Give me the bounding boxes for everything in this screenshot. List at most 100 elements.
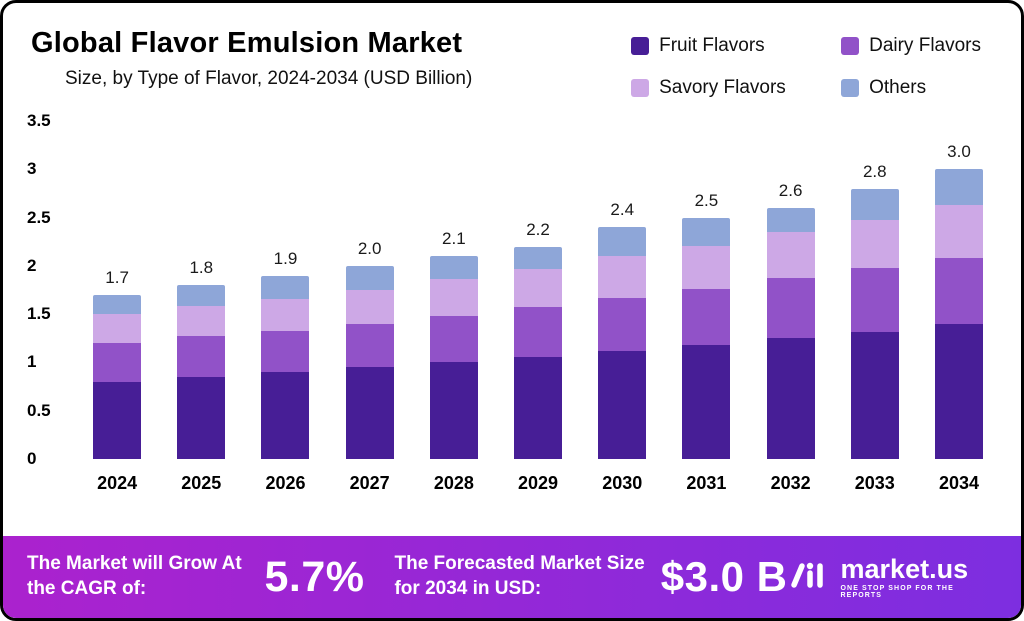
x-axis-label: 2031 bbox=[686, 473, 727, 493]
stacked-bar bbox=[93, 294, 142, 459]
bar-segment-fruit-flavors bbox=[429, 362, 478, 459]
bar-column: 1.9 bbox=[243, 121, 327, 459]
bar-total-label: 2.1 bbox=[442, 229, 466, 249]
stacked-bar bbox=[345, 265, 394, 459]
bar-segment-others bbox=[261, 275, 310, 299]
stacked-bar bbox=[934, 169, 983, 459]
bar-total-label: 2.0 bbox=[357, 238, 382, 258]
bar-segment-savory-flavors bbox=[429, 279, 478, 317]
bar-segment-dairy-flavors bbox=[850, 267, 899, 332]
bar-segment-dairy-flavors bbox=[766, 278, 815, 339]
bar-segment-dairy-flavors bbox=[261, 330, 310, 373]
bar-total-label: 2.8 bbox=[862, 161, 887, 181]
legend-item-dairy-flavors: Dairy Flavors bbox=[841, 35, 981, 57]
x-axis-label: 2026 bbox=[265, 473, 306, 493]
bar-segment-dairy-flavors bbox=[598, 297, 647, 351]
legend-swatch-fruit-flavors-icon bbox=[631, 37, 650, 55]
stacked-bar bbox=[514, 246, 563, 459]
y-axis-tick: 0.5 bbox=[27, 400, 51, 420]
y-axis-tick: 1.5 bbox=[27, 304, 51, 324]
bar-segment-others bbox=[598, 227, 647, 257]
bar-segment-fruit-flavors bbox=[850, 331, 899, 459]
bar-segment-others bbox=[345, 265, 394, 291]
stacked-bar bbox=[598, 227, 647, 459]
bar-total-label: 1.7 bbox=[105, 267, 129, 287]
bar-segment-others bbox=[429, 256, 478, 280]
x-axis-label: 2029 bbox=[518, 473, 559, 493]
bar-segment-others bbox=[766, 207, 815, 233]
legend-item-fruit-flavors: Fruit Flavors bbox=[631, 35, 831, 57]
x-axis-label: 2032 bbox=[770, 473, 811, 493]
bar-column: 1.7 bbox=[75, 121, 159, 459]
bar-column: 2.8 bbox=[833, 121, 917, 459]
bar-column: 3.0 bbox=[917, 121, 1001, 459]
bar-segment-dairy-flavors bbox=[682, 289, 731, 345]
bar-segment-dairy-flavors bbox=[429, 316, 478, 363]
bar-segment-savory-flavors bbox=[93, 314, 142, 344]
cagr-value: 5.7% bbox=[264, 552, 365, 601]
y-axis-tick: 3.5 bbox=[27, 111, 51, 130]
x-axis-label: 2027 bbox=[349, 473, 390, 493]
bar-segment-savory-flavors bbox=[261, 298, 310, 331]
stacked-bar bbox=[766, 207, 815, 459]
plot-area: 1.7 1.8 1.9 2.0 2.1 2.2 2.4 2.5 2.6 2.8 3.0 bbox=[75, 121, 1001, 459]
bar-segment-fruit-flavors bbox=[766, 338, 815, 459]
legend-item-savory-flavors: Savory Flavors bbox=[631, 77, 831, 99]
chart-subtitle: Size, by Type of Flavor, 2024-2034 (USD … bbox=[65, 68, 473, 89]
bar-segment-fruit-flavors bbox=[682, 345, 731, 459]
stacked-bar bbox=[261, 275, 310, 459]
bar-total-label: 1.9 bbox=[273, 248, 298, 268]
legend-swatch-savory-flavors-icon bbox=[631, 79, 650, 97]
legend-label: Fruit Flavors bbox=[659, 35, 765, 56]
legend-item-others: Others bbox=[841, 77, 981, 99]
bar-segment-dairy-flavors bbox=[514, 307, 563, 357]
x-axis-label: 2028 bbox=[433, 473, 474, 493]
bar-total-label: 2.6 bbox=[778, 180, 803, 200]
bar-segment-dairy-flavors bbox=[345, 323, 394, 368]
bar-segment-others bbox=[514, 246, 563, 269]
bar-segment-savory-flavors bbox=[598, 256, 647, 298]
chart-area: 3.5 3 2.5 2 1.5 1 0.5 0 1.7 1.8 1.9 2.0 2.1 2.2 2.4 2.… bbox=[3, 91, 1021, 536]
x-axis-label: 2025 bbox=[181, 473, 222, 493]
x-axis-label: 2033 bbox=[854, 473, 895, 493]
bar-segment-others bbox=[934, 169, 983, 206]
bar-segment-fruit-flavors bbox=[93, 381, 142, 459]
x-axis-label: 2034 bbox=[938, 473, 979, 493]
bar-total-label: 1.8 bbox=[189, 258, 214, 278]
legend-swatch-others-icon bbox=[841, 79, 860, 97]
bar-column: 1.8 bbox=[159, 121, 243, 459]
stacked-bar bbox=[850, 188, 899, 459]
bar-segment-others bbox=[850, 188, 899, 220]
marketus-logo-icon bbox=[788, 560, 832, 595]
bar-segment-savory-flavors bbox=[850, 219, 899, 268]
bar-segment-savory-flavors bbox=[345, 290, 394, 324]
bar-column: 2.6 bbox=[749, 121, 833, 459]
header: Global Flavor Emulsion Market Size, by T… bbox=[3, 3, 1021, 98]
forecast-label: The Forecasted Market Size for 2034 in U… bbox=[394, 553, 645, 599]
y-axis: 3.5 3 2.5 2 1.5 1 0.5 0 bbox=[19, 111, 75, 468]
bar-column: 2.2 bbox=[496, 121, 580, 459]
bar-segment-fruit-flavors bbox=[345, 367, 394, 459]
cagr-label: The Market will Grow At the CAGR of: bbox=[27, 553, 242, 599]
bar-segment-fruit-flavors bbox=[514, 356, 563, 459]
y-axis-tick: 2.5 bbox=[27, 207, 51, 227]
bar-segment-dairy-flavors bbox=[93, 343, 142, 382]
legend: Fruit Flavors Dairy Flavors Savory Flavo… bbox=[631, 35, 981, 99]
bar-segment-fruit-flavors bbox=[598, 350, 647, 459]
bar-segment-savory-flavors bbox=[682, 245, 731, 289]
chart-title: Global Flavor Emulsion Market bbox=[31, 27, 463, 59]
bar-segment-others bbox=[682, 217, 731, 246]
bar-column: 2.1 bbox=[412, 121, 496, 459]
bar-segment-fruit-flavors bbox=[177, 376, 226, 459]
brand-tagline: ONE STOP SHOP FOR THE REPORTS bbox=[840, 585, 954, 599]
bar-total-label: 2.5 bbox=[694, 190, 719, 210]
bar-segment-others bbox=[93, 294, 142, 315]
y-axis-tick: 0 bbox=[27, 449, 37, 468]
bar-segment-fruit-flavors bbox=[261, 372, 310, 459]
forecast-value: $3.0 B bbox=[660, 553, 788, 600]
stacked-bar bbox=[177, 285, 226, 459]
banner: The Market will Grow At the CAGR of: 5.7… bbox=[3, 536, 1021, 618]
brand: market.us ONE STOP SHOP FOR THE REPORTS bbox=[788, 555, 998, 599]
x-axis-label: 2030 bbox=[602, 473, 643, 493]
